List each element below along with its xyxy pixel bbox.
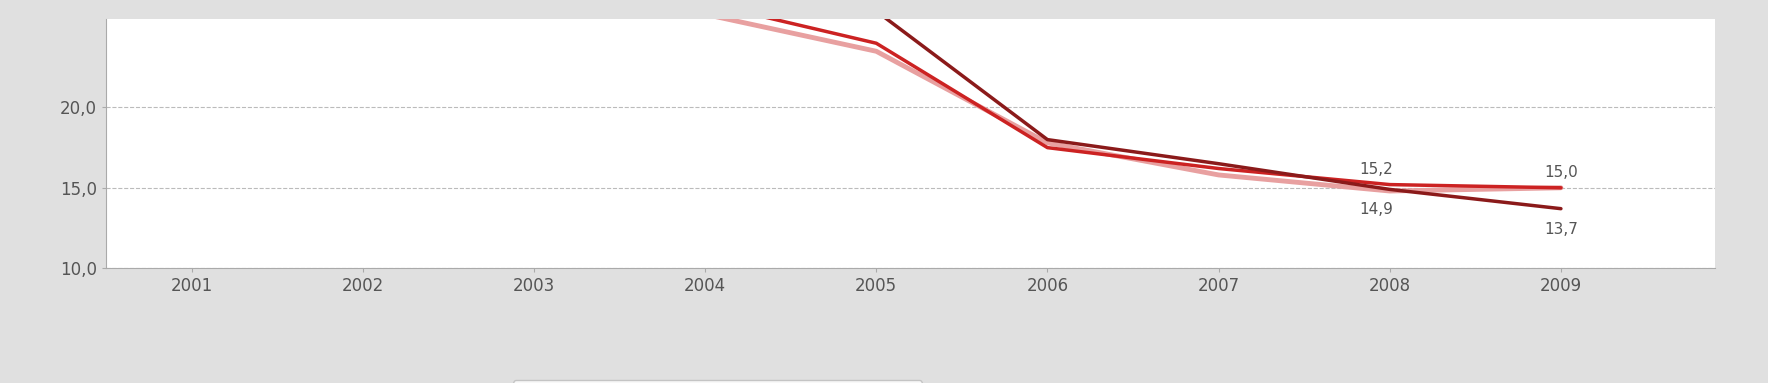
Legend: Brasil, Sudeste, Espírito Santo: Brasil, Sudeste, Espírito Santo [513, 380, 921, 383]
Text: 13,7: 13,7 [1543, 221, 1577, 237]
Text: 15,2: 15,2 [1360, 162, 1393, 177]
Text: 14,9: 14,9 [1360, 202, 1393, 217]
Text: 15,0: 15,0 [1543, 165, 1577, 180]
